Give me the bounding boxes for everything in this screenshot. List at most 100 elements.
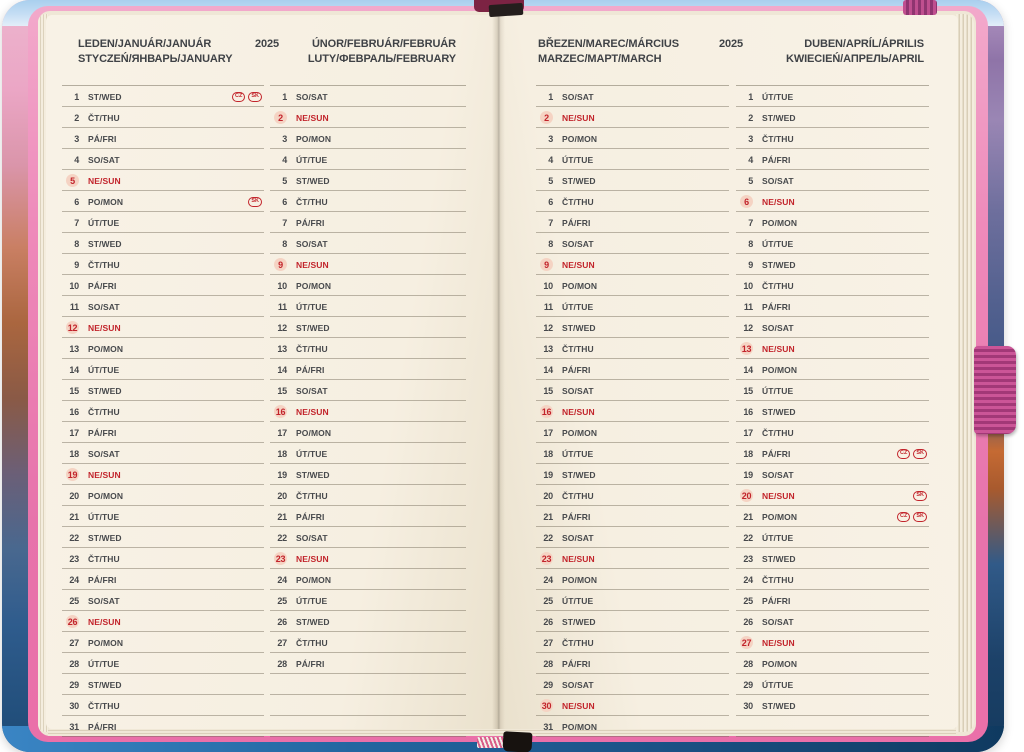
day-number: 21 bbox=[743, 511, 753, 522]
day-row: 27 ČT/THU bbox=[536, 632, 729, 653]
day-row: 5 ST/WED bbox=[536, 170, 729, 191]
day-row: 31 PÁ/FRI bbox=[62, 716, 264, 737]
day-number: 10 bbox=[743, 280, 753, 291]
day-number: 1 bbox=[548, 91, 553, 102]
day-label: ČT/THU bbox=[562, 490, 594, 501]
day-label: SO/SAT bbox=[296, 91, 328, 102]
day-number: 17 bbox=[743, 427, 753, 438]
holiday-badge-sk: SK bbox=[913, 511, 927, 522]
day-row: 13 NE/SUN bbox=[736, 338, 929, 359]
day-label: PÁ/FRI bbox=[296, 364, 325, 375]
day-label: SO/SAT bbox=[562, 91, 594, 102]
day-label: ČT/THU bbox=[296, 343, 328, 354]
month-title-line2: MARZEC/МАРТ/MARCH bbox=[538, 53, 662, 65]
day-number: 2 bbox=[274, 111, 287, 124]
day-number: 7 bbox=[282, 217, 287, 228]
day-label: PÁ/FRI bbox=[762, 301, 791, 312]
day-number: 28 bbox=[543, 658, 553, 669]
day-row: 3 PÁ/FRI bbox=[62, 128, 264, 149]
day-label: PÁ/FRI bbox=[562, 511, 591, 522]
day-row: 28 PO/MON bbox=[736, 653, 929, 674]
day-label: SO/SAT bbox=[296, 238, 328, 249]
day-number: 15 bbox=[277, 385, 287, 396]
day-number: 9 bbox=[74, 259, 79, 270]
day-row: 20 PO/MON bbox=[62, 485, 264, 506]
bookmark-ribbon-top bbox=[488, 2, 524, 18]
month-title-line1: ÚNOR/FEBRUÁR/FEBRUÁR bbox=[311, 38, 456, 50]
day-label: NE/SUN bbox=[562, 112, 595, 123]
day-row: 3 PO/MON bbox=[270, 128, 466, 149]
day-label: ČT/THU bbox=[88, 112, 120, 123]
day-row: 21 ÚT/TUE bbox=[62, 506, 264, 527]
day-number: 22 bbox=[743, 532, 753, 543]
day-label: ČT/THU bbox=[562, 637, 594, 648]
day-label: ÚT/TUE bbox=[762, 91, 794, 102]
day-label: ČT/THU bbox=[762, 427, 794, 438]
day-number: 13 bbox=[69, 343, 79, 354]
day-row: 12 SO/SAT bbox=[736, 317, 929, 338]
day-number: 27 bbox=[740, 636, 753, 649]
day-number: 6 bbox=[74, 196, 79, 207]
day-number: 7 bbox=[748, 217, 753, 228]
day-number: 24 bbox=[277, 574, 287, 585]
day-row: 16 ČT/THU bbox=[62, 401, 264, 422]
day-row: 1 ÚT/TUE bbox=[736, 86, 929, 107]
day-label: ČT/THU bbox=[88, 259, 120, 270]
day-row: 1 SO/SAT bbox=[270, 86, 466, 107]
day-number: 22 bbox=[277, 532, 287, 543]
page-left: LEDEN/JANUÁR/JANUÁR STYCZEŃ/ЯНВАРЬ/JANUA… bbox=[46, 15, 498, 737]
day-label: SO/SAT bbox=[562, 385, 594, 396]
day-number: 26 bbox=[277, 616, 287, 627]
day-number: 25 bbox=[543, 595, 553, 606]
day-number: 21 bbox=[69, 511, 79, 522]
month-title-april: DUBEN/APRÍL/ÁPRILIS KWIECIEŃ/АПРЕЛЬ/APRI… bbox=[786, 37, 924, 67]
day-row: 1 ST/WED CZ SK bbox=[62, 86, 264, 107]
day-row: 17 PO/MON bbox=[536, 422, 729, 443]
day-label: NE/SUN bbox=[296, 259, 329, 270]
day-label: PÁ/FRI bbox=[762, 595, 791, 606]
month-title-line2: LUTY/ФЕВРАЛЬ/FEBRUARY bbox=[307, 53, 456, 65]
day-row: 23 ST/WED bbox=[736, 548, 929, 569]
day-row: 6 ČT/THU bbox=[270, 191, 466, 212]
page-right: BŘEZEN/MAREC/MÁRCIUS MARZEC/МАРТ/MARCH 2… bbox=[498, 15, 958, 737]
day-row: 17 ČT/THU bbox=[736, 422, 929, 443]
day-row: 26 ST/WED bbox=[536, 611, 729, 632]
day-label: ST/WED bbox=[562, 175, 596, 186]
day-row: 24 PÁ/FRI bbox=[62, 569, 264, 590]
day-label: ST/WED bbox=[88, 238, 122, 249]
day-number: 5 bbox=[548, 175, 553, 186]
day-number: 9 bbox=[748, 259, 753, 270]
day-label: SO/SAT bbox=[762, 322, 794, 333]
day-number: 5 bbox=[66, 174, 79, 187]
day-number: 9 bbox=[540, 258, 553, 271]
month-title-february: ÚNOR/FEBRUÁR/FEBRUÁR LUTY/ФЕВРАЛЬ/FEBRUA… bbox=[308, 37, 456, 67]
day-label: ST/WED bbox=[88, 385, 122, 396]
day-row: 16 NE/SUN bbox=[536, 401, 729, 422]
day-number: 2 bbox=[74, 112, 79, 123]
day-row: 21 PÁ/FRI bbox=[270, 506, 466, 527]
day-row: 19 ST/WED bbox=[270, 464, 466, 485]
day-row: 13 PO/MON bbox=[62, 338, 264, 359]
day-number: 16 bbox=[274, 405, 287, 418]
day-number: 20 bbox=[277, 490, 287, 501]
day-number: 14 bbox=[69, 364, 79, 375]
day-label: PO/MON bbox=[296, 574, 332, 585]
ribbon-tail-pink bbox=[477, 737, 506, 748]
day-row: 21 PÁ/FRI bbox=[536, 506, 729, 527]
page-stack-edge-left bbox=[38, 14, 48, 732]
month-column-march: 1 SO/SAT 2 NE/SUN 3 PO/MON 4 ÚT/TUE 5 ST/WED 6 ČT/T… bbox=[536, 85, 729, 737]
day-label: SO/SAT bbox=[562, 679, 594, 690]
day-label: ČT/THU bbox=[296, 196, 328, 207]
day-row: 7 PÁ/FRI bbox=[536, 212, 729, 233]
day-row: 6 ČT/THU bbox=[536, 191, 729, 212]
empty-row bbox=[270, 674, 466, 695]
day-label: PÁ/FRI bbox=[762, 448, 791, 459]
day-number: 23 bbox=[743, 553, 753, 564]
day-label: NE/SUN bbox=[762, 196, 795, 207]
day-number: 3 bbox=[548, 133, 553, 144]
day-label: ST/WED bbox=[762, 259, 796, 270]
day-label: PO/MON bbox=[562, 427, 598, 438]
empty-row bbox=[270, 695, 466, 716]
day-number: 3 bbox=[748, 133, 753, 144]
day-row: 12 ST/WED bbox=[270, 317, 466, 338]
